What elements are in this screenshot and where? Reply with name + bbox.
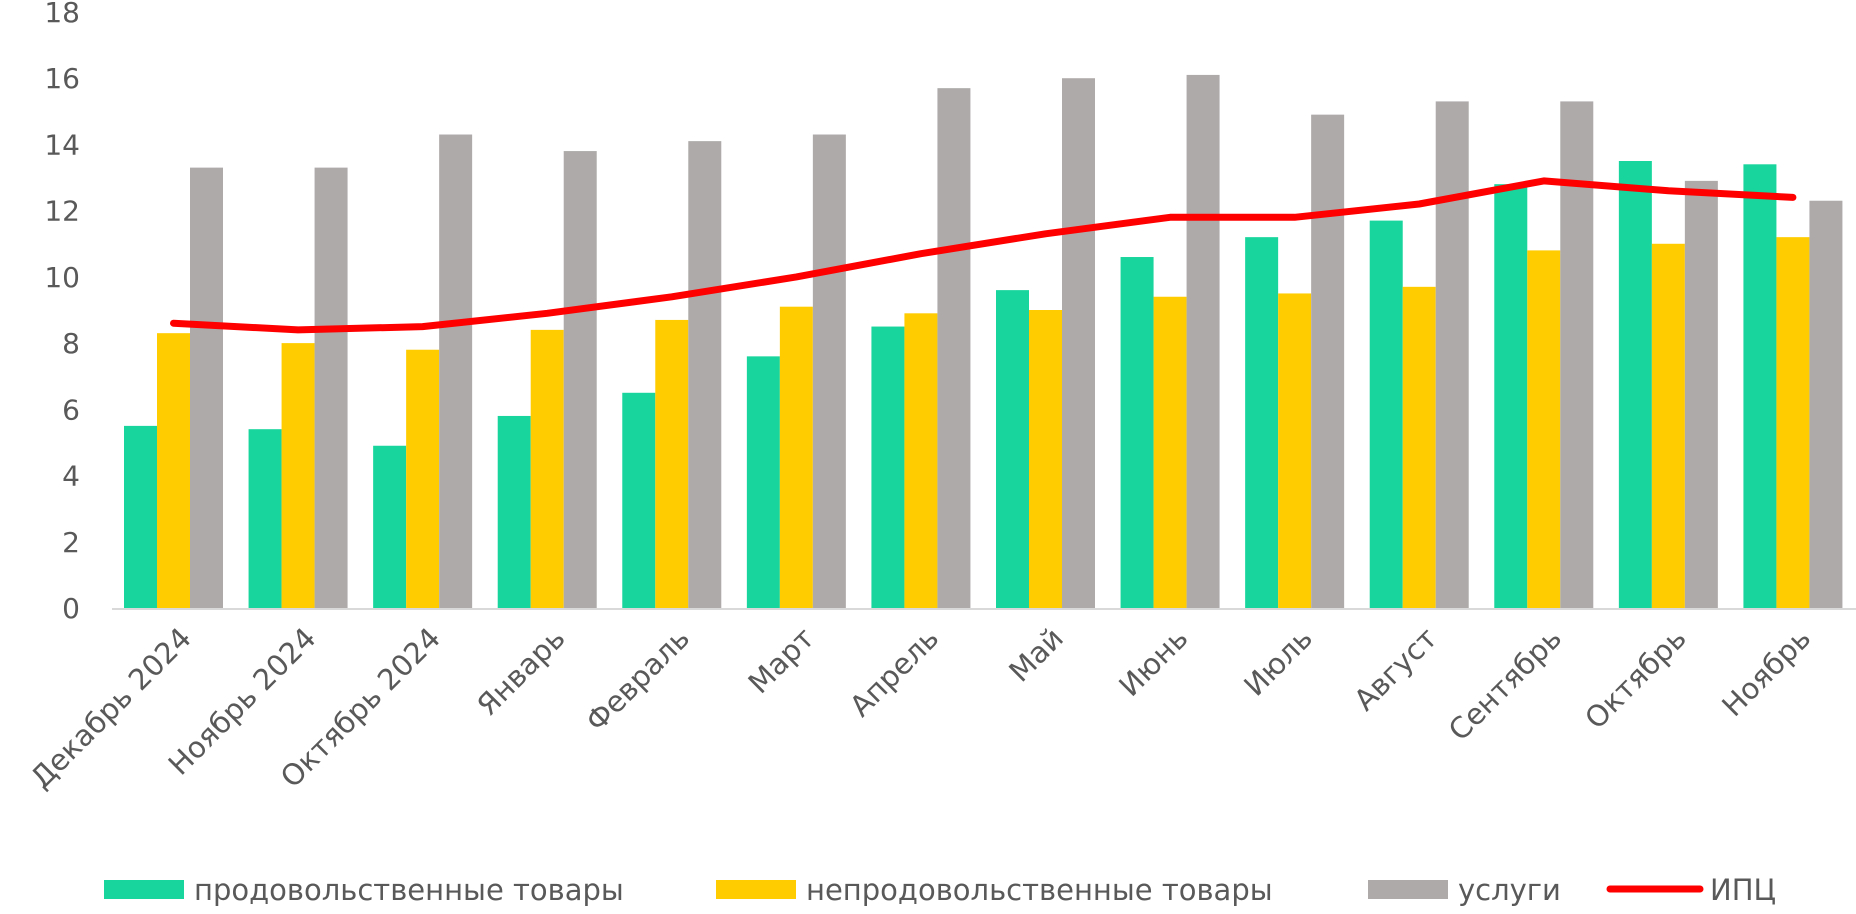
bar-2	[563, 151, 597, 609]
bar-1	[1651, 243, 1685, 608]
bar-1	[1527, 250, 1561, 608]
y-tick-label: 8	[62, 327, 80, 360]
y-tick-label: 10	[44, 261, 80, 294]
legend-swatch	[104, 880, 184, 899]
bar-0	[996, 290, 1029, 608]
bar-1	[1153, 296, 1187, 608]
x-tick-label: Сентябрь	[1442, 621, 1568, 747]
bar-0	[1369, 220, 1403, 608]
x-tick-label: Июнь	[1112, 621, 1194, 703]
legend-label: продовольственные товары	[194, 873, 624, 907]
cpi-line	[170, 177, 1797, 334]
x-tick-label: Апрель	[843, 621, 945, 723]
line-series	[170, 177, 1797, 334]
y-tick-label: 6	[62, 393, 80, 426]
bars	[124, 74, 1843, 609]
bar-2	[1809, 200, 1843, 608]
y-tick-label: 18	[44, 0, 80, 29]
y-tick-label: 16	[44, 62, 80, 95]
bar-1	[530, 329, 564, 608]
bar-2	[439, 134, 473, 608]
bar-2	[190, 167, 223, 608]
bar-0	[1494, 184, 1528, 608]
bar-0	[1245, 237, 1279, 608]
bar-1	[904, 313, 938, 608]
x-tick-label: Июль	[1237, 621, 1319, 703]
x-tick-label: Август	[1347, 621, 1443, 717]
legend-label: непродовольственные товары	[806, 873, 1273, 907]
y-tick-label: 12	[44, 195, 80, 228]
bar-1	[406, 349, 440, 608]
bar-0	[497, 415, 531, 608]
bar-2	[1435, 101, 1469, 609]
bar-0	[622, 392, 656, 608]
bar-2	[1062, 78, 1095, 608]
bar-1	[157, 333, 190, 608]
bar-1	[1029, 310, 1062, 608]
legend: продовольственные товары непродовольствен…	[104, 873, 1776, 907]
bar-0	[373, 445, 407, 608]
x-tick-label: Май	[1002, 621, 1070, 689]
legend-swatch	[716, 880, 796, 899]
bar-0	[248, 429, 282, 608]
y-tick-label: 0	[62, 592, 80, 625]
legend-swatch	[1368, 880, 1448, 899]
bar-2	[1684, 180, 1718, 608]
bar-1	[655, 319, 689, 608]
bar-1	[779, 306, 813, 608]
x-tick-label: Март	[742, 621, 821, 700]
bar-2	[688, 141, 722, 608]
y-tick-label: 14	[44, 128, 80, 161]
bar-2	[937, 88, 971, 608]
bar-1	[281, 343, 315, 608]
bar-2	[1311, 114, 1345, 609]
legend-label: ИПЦ	[1710, 873, 1776, 907]
bar-0	[1618, 161, 1652, 608]
bar-1	[1402, 286, 1436, 608]
bar-0	[746, 356, 780, 608]
y-tick-label: 4	[62, 460, 80, 493]
legend-label: услуги	[1458, 873, 1561, 907]
y-axis-ticks: 0 2 4 6 8 10 12 14 16 18	[44, 0, 80, 625]
bar-1	[1278, 293, 1312, 608]
x-tick-label: Февраль	[579, 621, 696, 738]
x-tick-label: Январь	[470, 621, 571, 722]
bar-0	[124, 425, 157, 608]
bar-2	[1186, 74, 1220, 608]
bar-0	[871, 326, 905, 608]
bar-1	[1776, 237, 1810, 608]
x-tick-label: Ноябрь	[1715, 621, 1817, 723]
y-tick-label: 2	[62, 526, 80, 559]
bar-0	[1743, 164, 1777, 609]
bar-0	[1120, 257, 1154, 608]
x-tick-label: Октябрь	[1578, 621, 1693, 736]
bar-2	[314, 167, 348, 608]
bar-2	[812, 134, 846, 608]
bar-2	[1560, 101, 1594, 609]
